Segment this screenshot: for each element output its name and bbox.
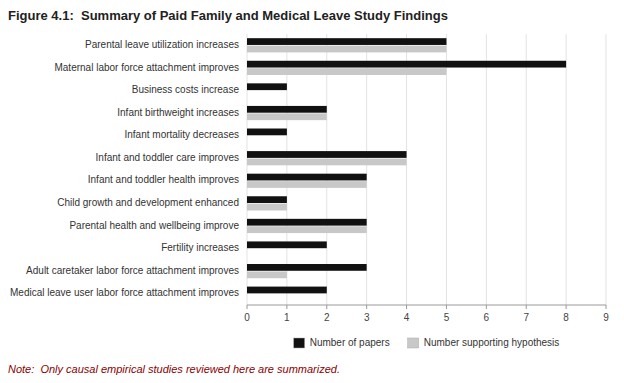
category-label: Infant mortality decreases bbox=[125, 129, 240, 140]
category-label: Infant birthweight increases bbox=[117, 107, 239, 118]
legend-swatch bbox=[294, 338, 305, 348]
grid-line bbox=[566, 34, 567, 305]
grid bbox=[247, 34, 606, 305]
bar bbox=[247, 226, 367, 233]
tick-label: 5 bbox=[444, 312, 450, 323]
category-label: Medical leave user labor force attachmen… bbox=[10, 287, 239, 298]
tick-mark bbox=[326, 305, 327, 309]
category-label: Business costs increase bbox=[132, 84, 240, 95]
bar bbox=[247, 241, 327, 248]
tick-label: 4 bbox=[404, 312, 410, 323]
bar bbox=[247, 249, 248, 256]
category-label: Child growth and development enhanced bbox=[57, 197, 239, 208]
bar bbox=[247, 271, 287, 278]
legend-label: Number supporting hypothesis bbox=[424, 337, 560, 348]
tick-mark bbox=[446, 305, 447, 309]
x-axis-line bbox=[247, 305, 606, 306]
bar bbox=[247, 61, 566, 68]
tick-mark bbox=[486, 305, 487, 309]
tick-label: 2 bbox=[324, 312, 330, 323]
legend-label: Number of papers bbox=[310, 337, 390, 348]
category-label: Parental leave utilization increases bbox=[85, 39, 239, 50]
grid-line bbox=[486, 34, 487, 305]
tick-label: 9 bbox=[603, 312, 609, 323]
bar bbox=[247, 151, 407, 158]
category-label: Parental health and wellbeing improve bbox=[69, 220, 239, 231]
chart: Figure 4.1: Summary of Paid Family and M… bbox=[0, 0, 624, 383]
bar bbox=[247, 264, 367, 271]
category-label: Infant and toddler care improves bbox=[96, 152, 239, 163]
tick-label: 6 bbox=[484, 312, 490, 323]
bar bbox=[247, 196, 287, 203]
bar bbox=[247, 106, 327, 113]
bar bbox=[247, 174, 367, 181]
bar bbox=[247, 181, 367, 188]
tick-label: 3 bbox=[364, 312, 370, 323]
tick-mark bbox=[247, 305, 248, 309]
bars bbox=[247, 38, 566, 293]
category-label: Fertility increases bbox=[161, 242, 239, 253]
bar bbox=[247, 83, 287, 90]
bar bbox=[247, 113, 327, 120]
bar bbox=[247, 68, 446, 75]
tick-mark bbox=[286, 305, 287, 309]
bar bbox=[247, 294, 248, 301]
title: Figure 4.1: Summary of Paid Family and M… bbox=[8, 8, 448, 23]
bar bbox=[247, 159, 407, 166]
category-label: Adult caretaker labor force attachment i… bbox=[26, 265, 239, 276]
tick-mark bbox=[606, 305, 607, 309]
bar bbox=[247, 38, 446, 45]
note: Note: Only causal empirical studies revi… bbox=[8, 363, 340, 375]
bar bbox=[247, 204, 287, 211]
tick-label: 0 bbox=[244, 312, 250, 323]
tick-mark bbox=[526, 305, 527, 309]
bar bbox=[247, 136, 248, 143]
bar bbox=[247, 129, 287, 136]
tick-mark bbox=[406, 305, 407, 309]
tick-label: 7 bbox=[523, 312, 529, 323]
bar bbox=[247, 46, 446, 53]
category-label: Maternal labor force attachment improves bbox=[54, 62, 239, 73]
bar bbox=[247, 91, 248, 98]
grid-line bbox=[526, 34, 527, 305]
legend-swatch bbox=[408, 338, 419, 348]
category-label: Infant and toddler health improves bbox=[88, 174, 239, 185]
tick-mark bbox=[566, 305, 567, 309]
tick-label: 1 bbox=[284, 312, 290, 323]
y-tick-labels: Parental leave utilization increases Mate… bbox=[10, 39, 239, 298]
legend: Number of papers Number supporting hypoth… bbox=[294, 337, 560, 348]
bar bbox=[247, 287, 327, 294]
x-ticks: 0 1 2 3 4 5 6 7 8 9 bbox=[244, 305, 609, 323]
tick-label: 8 bbox=[563, 312, 569, 323]
bar bbox=[247, 219, 367, 226]
tick-mark bbox=[366, 305, 367, 309]
grid-line bbox=[606, 34, 607, 305]
